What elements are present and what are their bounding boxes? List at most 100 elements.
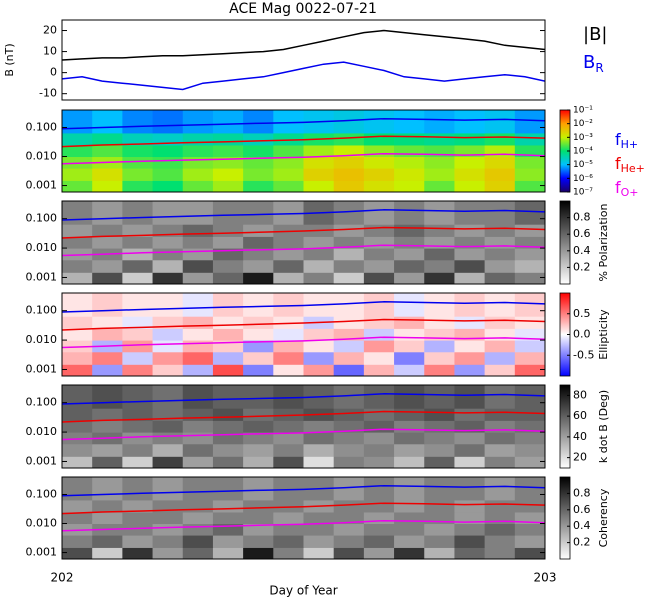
y-tick-label: 0.100: [26, 304, 58, 317]
data-line: [62, 502, 545, 515]
heatmap-cell: [212, 236, 244, 249]
heatmap-cell: [394, 201, 425, 225]
heatmap-cell: [424, 316, 455, 329]
heatmap-cell: [62, 132, 93, 146]
heatmap-cell: [122, 456, 154, 468]
heatmap-cell: [333, 535, 365, 548]
heatmap-cell: [454, 511, 486, 525]
legend-text: f: [615, 154, 621, 173]
heatmap-cell: [333, 236, 365, 249]
heatmap-cell: [303, 420, 335, 433]
heatmap-cell: [212, 477, 244, 501]
heatmap-cell: [363, 385, 395, 409]
heatmap-cell: [394, 110, 425, 134]
heatmap-cell: [273, 535, 304, 548]
heatmap-cell: [122, 132, 154, 146]
heatmap-cell: [454, 293, 486, 317]
heatmap-cell: [243, 156, 274, 169]
heatmap-cell: [333, 144, 365, 158]
heatmap-cell: [424, 385, 455, 409]
heatmap-cell: [514, 432, 545, 445]
heatmap-cell: [182, 432, 214, 445]
heatmap-cell: [514, 523, 545, 536]
colorbar-tick-label: 0.4: [573, 244, 591, 257]
heatmap-cell: [273, 420, 304, 433]
heatmap-cell: [152, 351, 184, 365]
heatmap-cell: [182, 248, 214, 261]
heatmap-cell: [363, 248, 395, 261]
heatmap-cell: [243, 224, 274, 237]
heatmap-cell: [454, 201, 486, 225]
heatmap-cell: [484, 477, 516, 501]
legend-label: BR: [583, 52, 604, 75]
heatmap-cell: [424, 443, 455, 457]
heatmap-cell: [182, 499, 214, 513]
heatmap-cell: [454, 272, 486, 284]
heatmap-cell: [273, 248, 304, 261]
heatmap-cell: [152, 477, 184, 501]
heatmap-cell: [243, 420, 274, 433]
colorbar-label: % Polarization: [597, 204, 610, 282]
heatmap-cell: [333, 340, 365, 353]
heatmap-cell: [363, 408, 395, 421]
heatmap-cell: [182, 132, 214, 146]
heatmap-cell: [484, 272, 516, 284]
heatmap-cell: [273, 132, 304, 146]
plot-area: [62, 293, 545, 376]
colorbar: [559, 200, 571, 285]
heatmap-cell: [273, 385, 304, 409]
heatmap-cell: [243, 144, 274, 158]
heatmap-cell: [122, 443, 154, 457]
heatmap-cell: [122, 535, 154, 548]
heatmap-cell: [92, 180, 123, 192]
heatmap-cell: [484, 259, 516, 273]
heatmap-cell: [152, 420, 184, 433]
data-line: [62, 393, 545, 405]
heatmap-cell: [273, 180, 304, 192]
heatmap-cell: [514, 456, 545, 468]
heatmap-cell: [394, 168, 425, 181]
heatmap-cell: [484, 248, 516, 261]
heatmap-cell: [212, 420, 244, 433]
heatmap-cell: [122, 385, 154, 409]
legend-label: fO+: [615, 178, 639, 200]
heatmap-cell: [62, 432, 93, 445]
heatmap-cell: [514, 168, 545, 181]
x-axis-label: Day of Year: [269, 584, 337, 598]
heatmap-cell: [243, 499, 274, 513]
heatmap-cell: [62, 168, 93, 181]
heatmap-cell: [514, 110, 545, 134]
heatmap-cell: [62, 523, 93, 536]
data-line: [62, 484, 545, 497]
heatmap-cell: [92, 168, 123, 181]
heatmap-cell: [303, 523, 335, 536]
plot-area: [62, 29, 545, 91]
heatmap-cell: [273, 523, 304, 536]
heatmap-cell: [424, 456, 455, 468]
heatmap-cell: [333, 180, 365, 192]
heatmap-cell: [394, 156, 425, 169]
heatmap-cell: [333, 272, 365, 284]
legend-label: fH+: [615, 130, 638, 152]
heatmap-cell: [62, 364, 93, 376]
heatmap-cell: [514, 547, 545, 559]
heatmap-cell: [333, 477, 365, 501]
heatmap-cell: [92, 547, 123, 559]
heatmap-cell: [363, 293, 395, 317]
heatmap-cell: [454, 499, 486, 513]
heatmap-cell: [182, 535, 214, 548]
heatmap-cell: [394, 144, 425, 158]
heatmap-cell: [152, 248, 184, 261]
heatmap-cell: [303, 156, 335, 169]
heatmap-cell: [182, 443, 214, 457]
heatmap-cell: [424, 110, 455, 134]
heatmap-cell: [212, 385, 244, 409]
heatmap-cell: [273, 477, 304, 501]
heatmap-cell: [454, 535, 486, 548]
data-line: [62, 336, 545, 349]
heatmap-cell: [333, 201, 365, 225]
heatmap-cell: [394, 443, 425, 457]
heatmap-cell: [152, 156, 184, 169]
heatmap-cell: [62, 236, 93, 249]
colorbar-tick-label: 0.5: [573, 307, 591, 320]
